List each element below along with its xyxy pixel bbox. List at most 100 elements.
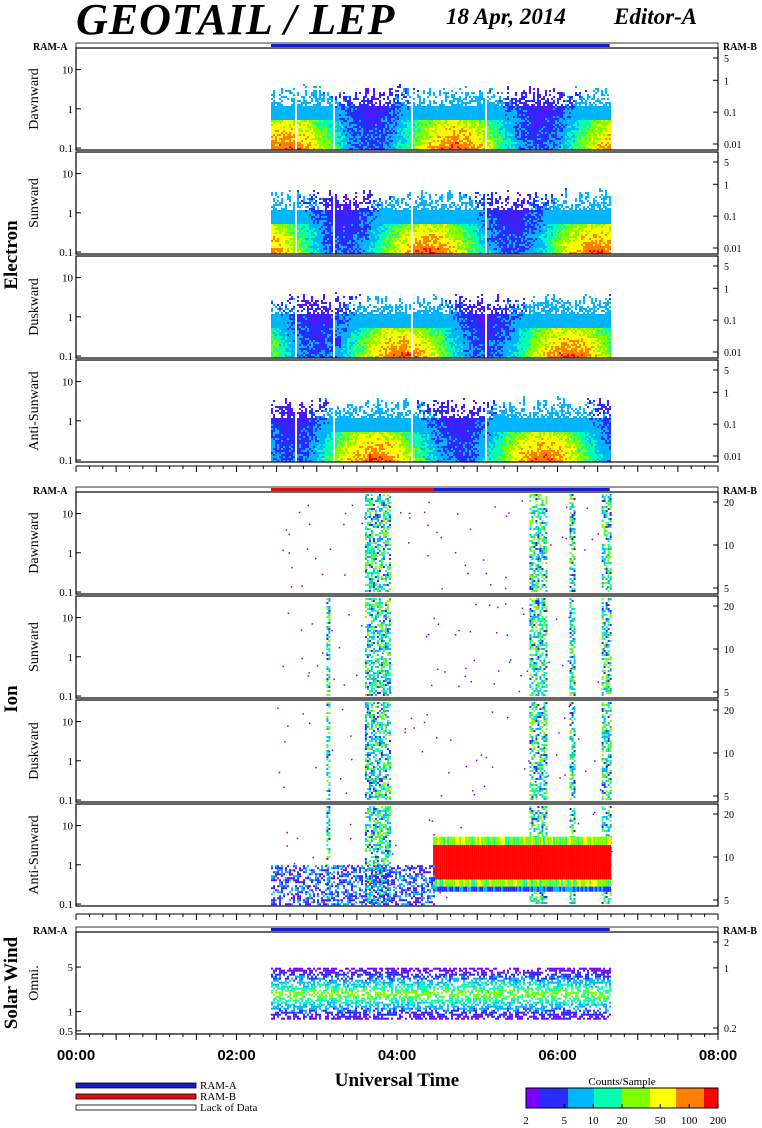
spectrogram-solar-wind-omni. — [271, 967, 612, 1020]
colorbar-cell — [560, 1088, 563, 1108]
y2-tick-label: 5 — [724, 158, 729, 169]
y-tick-label: 1 — [68, 1007, 74, 1019]
panel-frame — [75, 255, 719, 359]
colorbar-cell — [612, 1088, 615, 1108]
date-label: 18 Apr, 2014 — [446, 4, 566, 30]
colorbar-cell — [604, 1088, 607, 1108]
x-tick-label: 04:00 — [378, 1047, 416, 1064]
panel-label: Anti-Sunward — [27, 815, 42, 894]
colorbar-tick-label: 2 — [523, 1115, 529, 1127]
y-tick-label: 1 — [68, 104, 74, 116]
colorbar-cell — [580, 1088, 583, 1108]
y2-tick-label: 0.1 — [724, 420, 737, 431]
y2-tick-label: 20 — [724, 602, 734, 613]
colorbar-cell — [558, 1088, 561, 1108]
y2-tick-label: 1 — [724, 964, 729, 975]
colorbar-cell — [706, 1088, 709, 1108]
editor-label: Editor-A — [614, 4, 697, 30]
ram-label-right: RAM-B — [723, 42, 757, 53]
y2-tick-label: 5 — [724, 366, 729, 377]
x-tick-label: 08:00 — [699, 1047, 737, 1064]
y2-tick-label: 5 — [724, 688, 729, 699]
colorbar-cell — [680, 1088, 683, 1108]
colorbar-cell — [556, 1088, 559, 1108]
colorbar-cell — [668, 1088, 671, 1108]
colorbar-cell — [536, 1088, 539, 1108]
colorbar-cell — [532, 1088, 535, 1108]
y-tick-label: 10 — [62, 509, 74, 521]
colorbar-cell — [674, 1088, 677, 1108]
y-tick-label: 0.1 — [59, 899, 73, 911]
y2-tick-label: 0.1 — [724, 316, 737, 327]
y-tick-label: 10 — [62, 65, 74, 77]
colorbar-cell — [538, 1088, 541, 1108]
spectrogram-ion-duskward — [277, 702, 612, 800]
y2-tick-label: 1 — [724, 76, 729, 87]
colorbar-tick-label: 5 — [561, 1115, 567, 1127]
colorbar-cell — [582, 1088, 585, 1108]
colorbar-cell — [640, 1088, 643, 1108]
colorbar-cell — [644, 1088, 647, 1108]
legend-swatch — [75, 1093, 197, 1100]
y2-tick-label: 0.01 — [724, 244, 742, 255]
panel-frame — [75, 47, 719, 151]
y2-tick-label: 5 — [724, 896, 729, 907]
colorbar-cell — [614, 1088, 617, 1108]
colorbar-cell — [624, 1088, 627, 1108]
y2-tick-label: 10 — [724, 853, 734, 864]
colorbar-cell — [670, 1088, 673, 1108]
colorbar-cell — [596, 1088, 599, 1108]
spectrogram-ion-anti-sunward — [271, 806, 613, 906]
colorbar-cell — [650, 1088, 653, 1108]
colorbar-cell — [570, 1088, 573, 1108]
colorbar-cell — [534, 1088, 537, 1108]
colorbar-cell — [704, 1088, 707, 1108]
y-tick-label: 10 — [62, 821, 74, 833]
y-tick-label: 1 — [68, 416, 74, 428]
colorbar-cell — [710, 1088, 713, 1108]
colorbar-cell — [684, 1088, 687, 1108]
colorbar-cell — [642, 1088, 645, 1108]
y-tick-label: 0.1 — [59, 587, 73, 599]
colorbar-cell — [714, 1088, 717, 1108]
colorbar-tick-label: 100 — [681, 1115, 698, 1127]
legend-label: RAM-B — [200, 1091, 236, 1103]
panel-frame — [75, 699, 719, 803]
colorbar-cell — [682, 1088, 685, 1108]
colorbar-cell — [660, 1088, 663, 1108]
colorbar-cell — [686, 1088, 689, 1108]
colorbar-cell — [608, 1088, 611, 1108]
colorbar-cell — [690, 1088, 693, 1108]
group-label: Electron — [1, 220, 22, 290]
panel-frame — [75, 151, 719, 255]
x-tick-label: 06:00 — [538, 1047, 576, 1064]
colorbar-cell — [610, 1088, 613, 1108]
colorbar-cell — [626, 1088, 629, 1108]
panel-label: Anti-Sunward — [27, 371, 42, 450]
y-tick-label: 10 — [62, 273, 74, 285]
colorbar-cell — [592, 1088, 595, 1108]
legend-label: RAM-A — [200, 1080, 237, 1092]
y-tick-label: 0.1 — [59, 351, 73, 363]
y2-tick-label: 2 — [724, 938, 729, 949]
y-tick-label: 1 — [68, 860, 74, 872]
colorbar-cell — [548, 1088, 551, 1108]
colorbar-cell — [562, 1088, 565, 1108]
ram-label-right: RAM-B — [723, 926, 757, 937]
colorbar-cell — [638, 1088, 641, 1108]
panel-label: Omni. — [27, 965, 42, 1000]
y2-tick-label: 10 — [724, 645, 734, 656]
ram-label-left: RAM-A — [33, 42, 68, 53]
colorbar-cell — [546, 1088, 549, 1108]
y-tick-label: 1 — [68, 652, 74, 664]
colorbar-cell — [620, 1088, 623, 1108]
y-tick-label: 10 — [62, 377, 74, 389]
colorbar-cell — [528, 1088, 531, 1108]
ram-label-left: RAM-A — [33, 926, 68, 937]
colorbar-cell — [586, 1088, 589, 1108]
spectrogram-electron-duskward — [271, 292, 612, 358]
y-tick-label: 10 — [62, 169, 74, 181]
y-tick-label: 0.1 — [59, 143, 73, 155]
y-tick-label: 1 — [68, 208, 74, 220]
